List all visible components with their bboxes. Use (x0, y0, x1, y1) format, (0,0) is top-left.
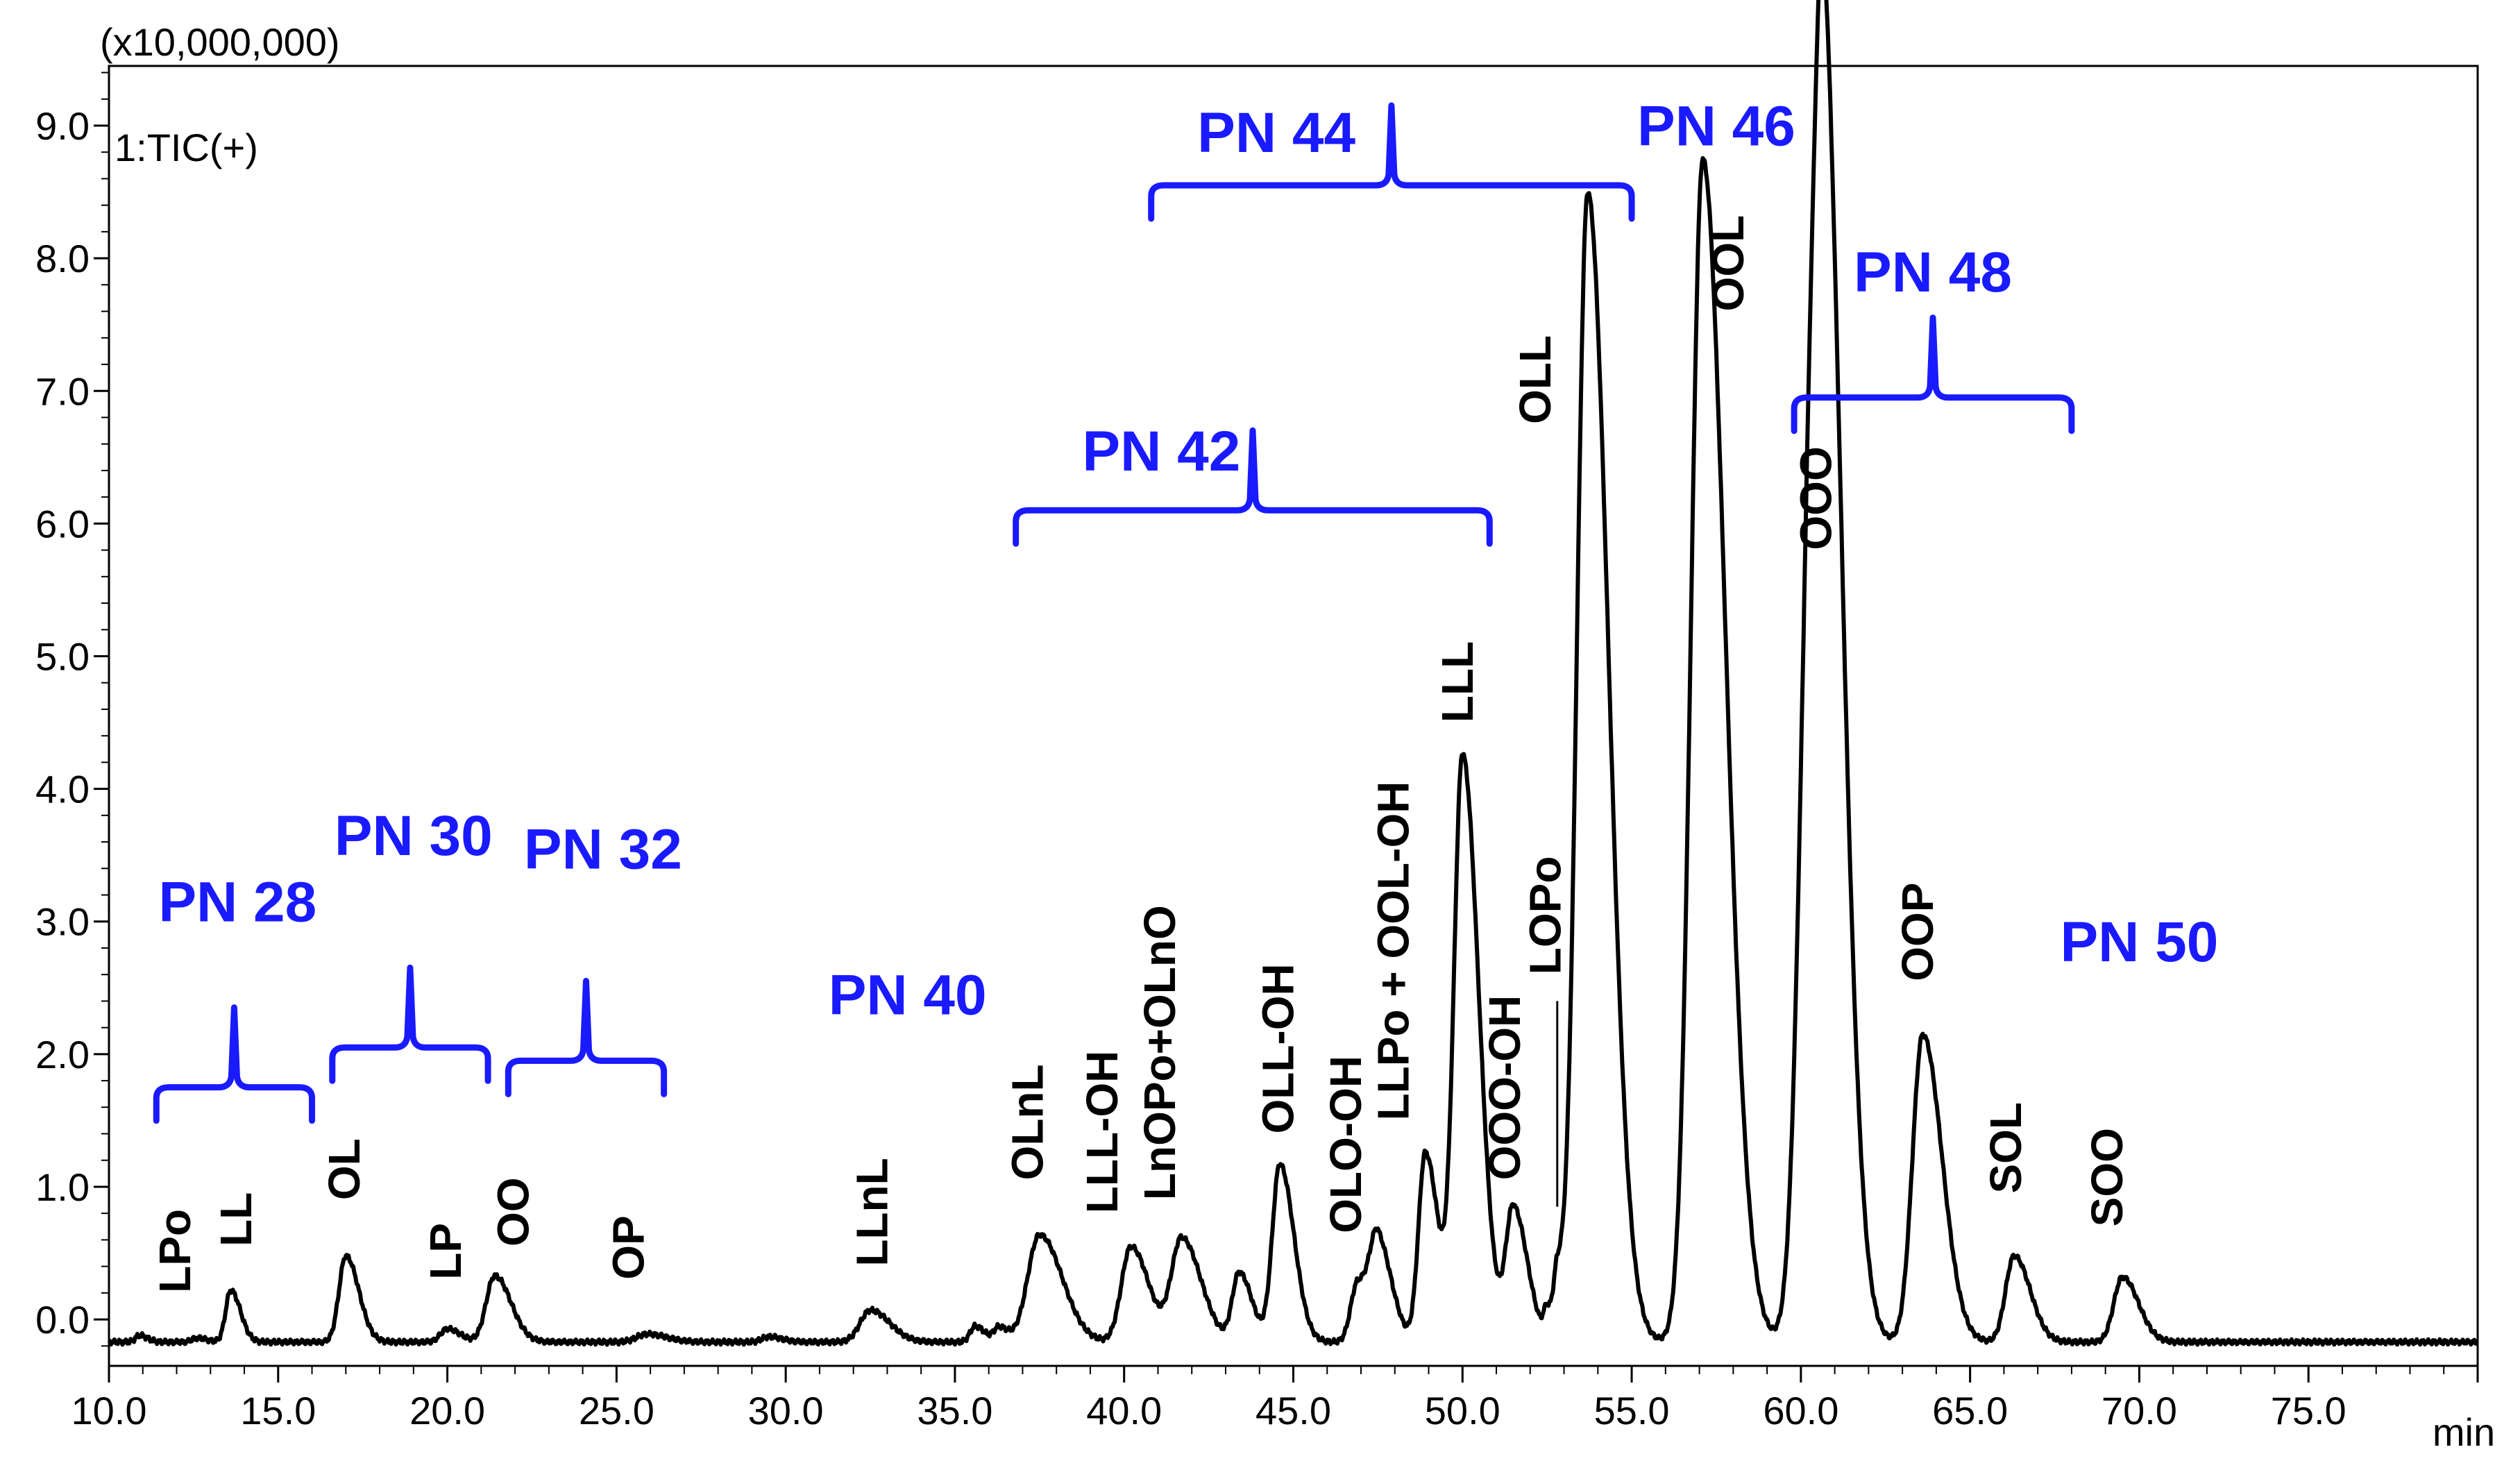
y-tick-label: 6.0 (35, 502, 90, 546)
x-tick-label: 30.0 (748, 1389, 824, 1432)
peak-label: OLO-OH (1321, 1056, 1371, 1233)
peak-label: LOPo (1521, 856, 1571, 975)
peak-label: SOL (1981, 1102, 2031, 1194)
x-tick-label: 15.0 (240, 1389, 316, 1432)
x-tick-label: 55.0 (1594, 1389, 1670, 1432)
peak-label: LP (421, 1223, 471, 1280)
pn-label: PN 48 (1854, 241, 2012, 304)
x-tick-label: 65.0 (1932, 1389, 2008, 1432)
x-tick-label: 75.0 (2271, 1389, 2346, 1432)
x-tick-label: 35.0 (917, 1389, 992, 1432)
pn-labels: PN 28 PN 30 PN 32 PN 40 PN 42 PN 44 PN 46 PN 48… (158, 95, 2218, 1027)
peak-label: OO (489, 1177, 539, 1246)
y-tick-label: 3.0 (35, 900, 90, 944)
y-tick-label: 1.0 (35, 1165, 90, 1209)
pn-bracket (153, 1004, 316, 1124)
pn-label: PN 46 (1637, 95, 1795, 158)
peak-label: OLL (1510, 335, 1560, 424)
y-tick-label: 2.0 (35, 1033, 90, 1076)
pn-label: PN 44 (1197, 101, 1355, 164)
pn-bracket (1013, 427, 1493, 547)
peak-label: OLL-OH (1253, 963, 1303, 1133)
pn-label: PN 40 (829, 964, 987, 1027)
peak-label: LLL (1432, 641, 1482, 722)
peak-label: OLnL (1003, 1064, 1053, 1180)
x-axis-unit-label: min (2433, 1410, 2495, 1454)
y-tick-label: 9.0 (35, 104, 90, 148)
multiplier-label: (x10,000,000) (100, 20, 340, 64)
peak-label: SOO (2082, 1128, 2132, 1226)
pn-label: PN 30 (335, 804, 493, 868)
peak-label: OP (603, 1215, 653, 1279)
pn-label: PN 50 (2060, 911, 2218, 974)
pn-label: PN 32 (524, 818, 682, 881)
peak-label: LPo (150, 1209, 200, 1293)
pn-bracket (1791, 314, 2075, 434)
peak-label: LL (211, 1192, 261, 1246)
peak-label: LnOPo+OLnO (1135, 905, 1185, 1200)
peak-label: LLnL (847, 1158, 897, 1266)
y-axis: 0.0 1.0 2.0 3.0 4.0 5.0 6.0 7.0 8.0 9.0 (35, 71, 109, 1347)
tic-trace (108, 0, 2479, 1347)
trace-label: 1:TIC(+) (115, 126, 258, 169)
peak-label: OOO (1791, 446, 1841, 550)
pn-label: PN 42 (1082, 420, 1240, 483)
pn-bracket (329, 964, 491, 1084)
peak-label: LLPo + OOL-OH (1368, 781, 1418, 1121)
peak-label: OOP (1893, 882, 1943, 981)
x-tick-label: 10.0 (71, 1389, 147, 1432)
x-tick-label: 70.0 (2102, 1389, 2177, 1432)
x-tick-label: 50.0 (1425, 1389, 1500, 1432)
peak-label: LLL-OH (1077, 1051, 1127, 1214)
x-tick-label: 25.0 (579, 1389, 654, 1432)
x-tick-label: 20.0 (409, 1389, 485, 1432)
y-tick-label: 0.0 (35, 1298, 90, 1342)
x-tick-label: 40.0 (1086, 1389, 1162, 1432)
peak-labels: LPo LL OL LP OO OP LLnL OLnL LLL-OH LnOPo+OLnO OLL… (150, 215, 2132, 1293)
x-axis: 10.0 15.0 20.0 25.0 30.0 35.0 40.0 45.0 50.0 55.0… (71, 1366, 2479, 1432)
y-tick-label: 8.0 (35, 237, 90, 280)
pn-brackets (153, 102, 2075, 1124)
peak-label: OOL (1703, 215, 1753, 312)
y-tick-label: 4.0 (35, 768, 90, 811)
x-tick-label: 45.0 (1255, 1389, 1331, 1432)
peak-label: OL (319, 1138, 369, 1200)
pn-label: PN 28 (158, 871, 316, 934)
y-tick-label: 5.0 (35, 634, 90, 678)
pn-bracket (1148, 102, 1635, 222)
x-tick-label: 60.0 (1763, 1389, 1838, 1432)
y-tick-label: 7.0 (35, 369, 90, 413)
peak-label: OOO-OH (1480, 995, 1530, 1181)
pn-bracket (505, 977, 668, 1097)
